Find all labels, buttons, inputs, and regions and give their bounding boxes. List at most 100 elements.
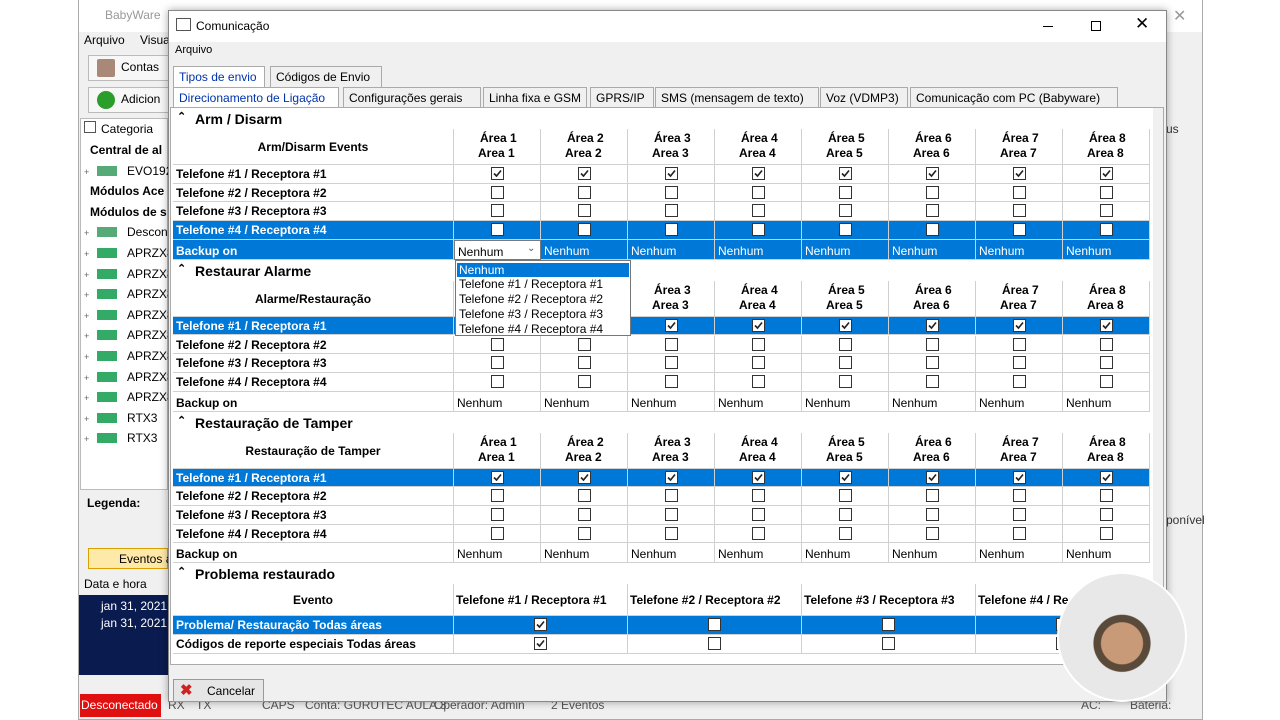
cancel-button[interactable]: Cancelar (173, 679, 264, 702)
checkbox[interactable] (925, 526, 939, 540)
checkbox[interactable] (751, 508, 765, 521)
section-title[interactable]: Arm / Disarm (195, 111, 283, 127)
checkbox[interactable] (708, 618, 721, 632)
checkbox[interactable] (1012, 185, 1026, 199)
checkbox[interactable] (751, 489, 765, 503)
checkbox[interactable] (664, 167, 678, 180)
combo-cell[interactable]: Nenhum (715, 239, 802, 260)
tree-item[interactable]: Desconl (127, 225, 171, 240)
checkbox[interactable] (838, 185, 852, 199)
checkbox[interactable] (751, 526, 765, 540)
checkbox[interactable] (838, 318, 852, 332)
checkbox[interactable] (751, 470, 765, 484)
checkbox[interactable] (490, 356, 504, 370)
checkbox[interactable] (577, 356, 591, 370)
checkbox[interactable] (1099, 204, 1113, 218)
checkbox[interactable] (1012, 356, 1026, 370)
checkbox[interactable] (1099, 374, 1113, 388)
checkbox[interactable] (1012, 489, 1026, 503)
combo-cell[interactable]: Nenhum (1063, 543, 1150, 564)
section-title[interactable]: Problema restaurado (195, 566, 336, 583)
checkbox[interactable] (664, 489, 678, 503)
tab[interactable]: Linha fixa e GSM (483, 87, 587, 108)
section-title[interactable]: Restauração de Tamper (195, 414, 353, 431)
checkbox[interactable] (838, 526, 852, 540)
dropdown-option[interactable]: Telefone #3 / Receptora #3 (459, 306, 604, 321)
combo-cell[interactable]: Nenhum (889, 239, 976, 260)
checkbox[interactable] (490, 337, 504, 351)
checkbox[interactable] (751, 356, 765, 370)
menu-item[interactable]: Arquivo (84, 33, 125, 47)
combo-cell[interactable]: Nenhum (889, 391, 976, 412)
combo-cell[interactable]: Nenhum ⌄ (454, 239, 541, 260)
dropdown-option[interactable]: Telefone #2 / Receptora #2 (459, 292, 604, 307)
combo-cell[interactable]: Nenhum (1063, 391, 1150, 412)
checkbox[interactable] (838, 356, 852, 370)
checkbox[interactable] (838, 337, 852, 351)
checkbox[interactable] (838, 489, 852, 503)
checkbox[interactable] (925, 356, 939, 370)
checkbox[interactable] (490, 223, 504, 237)
tree-item[interactable]: EVO192 (127, 163, 173, 178)
checkbox[interactable] (1099, 526, 1113, 540)
checkbox[interactable] (577, 489, 591, 503)
tab[interactable]: Voz (VDMP3) (820, 87, 908, 108)
checkbox[interactable] (577, 167, 591, 180)
checkbox[interactable] (1012, 204, 1026, 218)
tree-item[interactable]: APRZX8 (127, 266, 174, 281)
checkbox[interactable] (1012, 167, 1026, 180)
checkbox[interactable] (534, 637, 547, 651)
checkbox[interactable] (751, 318, 765, 332)
checkbox[interactable] (751, 337, 765, 351)
checkbox[interactable] (490, 489, 504, 503)
combo-cell[interactable]: Nenhum (976, 391, 1063, 412)
checkbox[interactable] (882, 618, 895, 632)
combo-cell[interactable]: Nenhum (628, 239, 715, 260)
checkbox[interactable] (838, 374, 852, 388)
checkbox[interactable] (1099, 223, 1113, 237)
dropdown-option[interactable]: Telefone #1 / Receptora #1 (459, 277, 604, 292)
menu-item[interactable]: Visua (140, 33, 170, 47)
checkbox[interactable] (577, 204, 591, 218)
checkbox[interactable] (490, 508, 504, 521)
checkbox[interactable] (1099, 470, 1113, 484)
checkbox[interactable] (925, 337, 939, 351)
checkbox[interactable] (925, 508, 939, 521)
checkbox[interactable] (577, 470, 591, 484)
checkbox[interactable] (751, 374, 765, 388)
checkbox[interactable] (1099, 318, 1113, 332)
checkbox[interactable] (490, 470, 504, 484)
combo-cell[interactable]: Nenhum (715, 543, 802, 564)
checkbox[interactable] (1012, 526, 1026, 540)
checkbox[interactable] (1012, 337, 1026, 351)
combo-cell[interactable]: Nenhum (802, 239, 889, 260)
combo-cell[interactable]: Nenhum (628, 391, 715, 412)
checkbox[interactable] (577, 223, 591, 237)
checkbox[interactable] (664, 337, 678, 351)
tab[interactable]: GPRS/IP (590, 87, 654, 108)
checkbox[interactable] (490, 204, 504, 218)
checkbox[interactable] (838, 508, 852, 521)
checkbox[interactable] (1012, 470, 1026, 484)
close-button[interactable]: ✕ (1135, 14, 1150, 33)
combo-cell[interactable]: Nenhum (628, 543, 715, 564)
checkbox[interactable] (664, 185, 678, 199)
tab[interactable]: Comunicação com PC (Babyware) (910, 87, 1118, 108)
checkbox[interactable] (838, 167, 852, 180)
checkbox[interactable] (925, 223, 939, 237)
checkbox[interactable] (708, 637, 721, 651)
checkbox[interactable] (1099, 356, 1113, 370)
section-title[interactable]: Restaurar Alarme (195, 262, 312, 279)
checkbox[interactable] (1099, 489, 1113, 503)
combo-cell[interactable]: Nenhum (1063, 239, 1150, 260)
checkbox[interactable] (490, 185, 504, 199)
checkbox[interactable] (1012, 318, 1026, 332)
checkbox[interactable] (751, 167, 765, 180)
tab[interactable]: Direcionamento de Ligação (173, 87, 339, 108)
checkbox[interactable] (925, 470, 939, 484)
checkbox[interactable] (577, 374, 591, 388)
combo-cell[interactable]: Nenhum (541, 543, 628, 564)
events-tab[interactable]: Eventos a (88, 548, 172, 569)
combo-cell[interactable]: Nenhum (802, 391, 889, 412)
dialog-menu[interactable]: Arquivo (175, 44, 213, 56)
